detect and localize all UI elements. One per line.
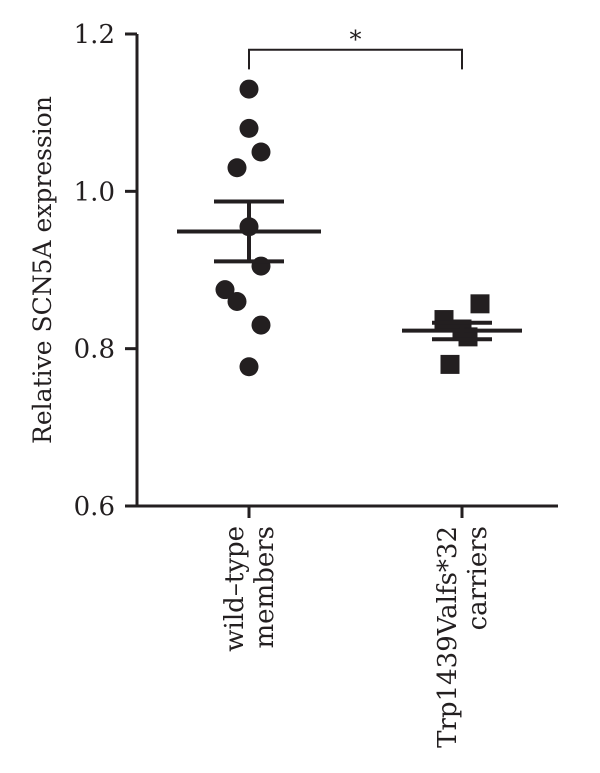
significance-bracket [248,48,463,70]
y-tick-label: 0.6 [74,492,115,522]
y-tick-label: 1.0 [74,177,115,207]
x-category-label-line1: Trp1439Valfs*32 [433,526,463,748]
data-point-circle [251,315,271,335]
x-category-label-line1: wild–type [220,526,250,652]
axis-labels: 0.6 0.8 1.0 1.2 Relative SCN5A expression wil… [28,20,493,748]
data-point-square [434,310,454,330]
data-point-square [440,354,460,374]
data-point-circle [239,357,259,377]
data-point-circle [251,142,271,162]
x-category-label: Trp1439Valfs*32 carriers [433,526,493,748]
data-point-circle [239,79,259,99]
x-category-label-line2: members [250,526,280,649]
x-category-label: wild–type members [220,526,280,652]
y-tick-label: 1.2 [74,20,115,50]
significance-label: * [350,26,362,54]
data-point-circle [227,291,247,311]
axes [125,32,558,518]
data-point-circle [227,158,247,178]
x-category-label-line2: carriers [463,526,493,630]
y-axis-title: Relative SCN5A expression [28,96,57,444]
data-point-circle [239,118,259,138]
data-point-square [470,294,490,314]
data-point-circle [215,280,235,300]
plot-marks [177,48,522,377]
y-tick-label: 0.8 [74,335,115,365]
